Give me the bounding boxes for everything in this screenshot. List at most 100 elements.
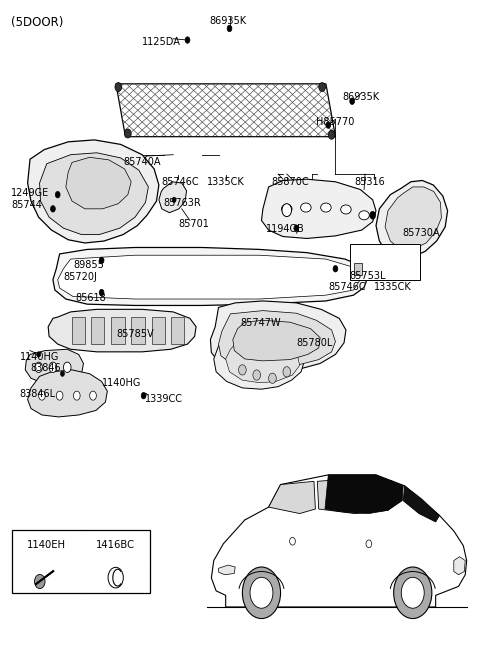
Polygon shape [116,84,336,137]
Polygon shape [152,317,165,344]
Circle shape [60,371,64,377]
Polygon shape [91,317,105,344]
Text: 85763R: 85763R [164,198,202,208]
Text: 89855: 89855 [73,260,104,270]
Circle shape [172,197,176,203]
Text: 86935K: 86935K [343,92,380,102]
Ellipse shape [321,203,331,212]
Polygon shape [269,481,315,514]
Polygon shape [218,565,235,575]
Polygon shape [72,317,85,344]
Text: 85753L: 85753L [350,270,386,281]
Polygon shape [317,477,400,514]
Text: 1335CK: 1335CK [373,281,411,292]
Circle shape [99,289,104,296]
Text: 85730A: 85730A [402,228,440,238]
Circle shape [328,130,335,139]
Circle shape [50,206,55,212]
Polygon shape [403,486,440,522]
Circle shape [366,540,372,548]
Circle shape [239,365,246,375]
Circle shape [282,204,291,217]
Circle shape [394,567,432,619]
Circle shape [35,362,42,373]
Circle shape [227,25,232,32]
Polygon shape [454,556,465,575]
Text: 1140HG: 1140HG [20,353,59,362]
Text: 1416BC: 1416BC [96,540,135,550]
Polygon shape [226,340,300,383]
Text: 85740A: 85740A [123,157,161,168]
Polygon shape [233,320,320,361]
Polygon shape [25,349,84,383]
Polygon shape [131,317,144,344]
Text: 85785V: 85785V [116,329,154,338]
Polygon shape [211,475,467,607]
Circle shape [73,391,80,400]
Circle shape [63,362,71,373]
Ellipse shape [281,204,292,214]
Circle shape [115,83,121,92]
Circle shape [185,37,190,43]
Circle shape [333,265,338,272]
Polygon shape [159,182,187,213]
Polygon shape [376,181,447,259]
Polygon shape [325,475,403,514]
Circle shape [99,257,104,263]
Circle shape [108,567,123,588]
Circle shape [401,577,424,608]
Circle shape [242,567,281,619]
Circle shape [370,212,375,219]
Polygon shape [58,255,360,299]
Circle shape [90,391,96,400]
Ellipse shape [300,203,311,212]
Text: 83846L: 83846L [20,389,56,399]
Text: 85746C: 85746C [328,281,366,292]
Circle shape [55,192,60,198]
Text: 1140EH: 1140EH [27,540,66,550]
Polygon shape [48,309,196,352]
FancyBboxPatch shape [12,530,150,593]
Circle shape [38,391,45,400]
Text: 85720J: 85720J [63,272,97,282]
Polygon shape [39,153,148,235]
Text: 85701: 85701 [178,219,209,229]
Text: 85870C: 85870C [271,177,309,186]
Circle shape [350,98,355,104]
Text: 83846: 83846 [30,364,60,373]
Circle shape [49,362,57,373]
Polygon shape [28,140,159,243]
Circle shape [319,83,325,92]
Circle shape [250,577,273,608]
Circle shape [294,225,299,232]
Circle shape [253,370,261,380]
Text: 85744: 85744 [11,200,42,210]
Polygon shape [111,317,124,344]
Text: 86935K: 86935K [209,16,246,26]
Circle shape [36,352,40,357]
Text: 1249GE: 1249GE [11,188,49,198]
Text: H85770: H85770 [316,117,355,127]
Circle shape [289,538,295,545]
Circle shape [283,367,290,377]
Text: 85316: 85316 [355,177,385,186]
Circle shape [141,393,146,399]
Polygon shape [66,157,131,209]
Text: 1335CK: 1335CK [206,177,244,186]
Circle shape [56,391,63,400]
Ellipse shape [341,205,351,214]
Text: 85746C: 85746C [161,177,199,186]
Polygon shape [262,179,376,239]
Polygon shape [214,331,304,389]
Polygon shape [171,317,184,344]
Text: 1339CC: 1339CC [144,395,182,404]
Text: 1125DA: 1125DA [142,37,181,47]
Polygon shape [210,301,346,374]
Polygon shape [218,311,336,367]
Text: 85747W: 85747W [240,318,281,328]
Ellipse shape [359,211,369,220]
Text: 1194GB: 1194GB [266,224,305,234]
Polygon shape [385,187,442,249]
Text: 1140HG: 1140HG [102,378,141,388]
Polygon shape [28,370,108,417]
